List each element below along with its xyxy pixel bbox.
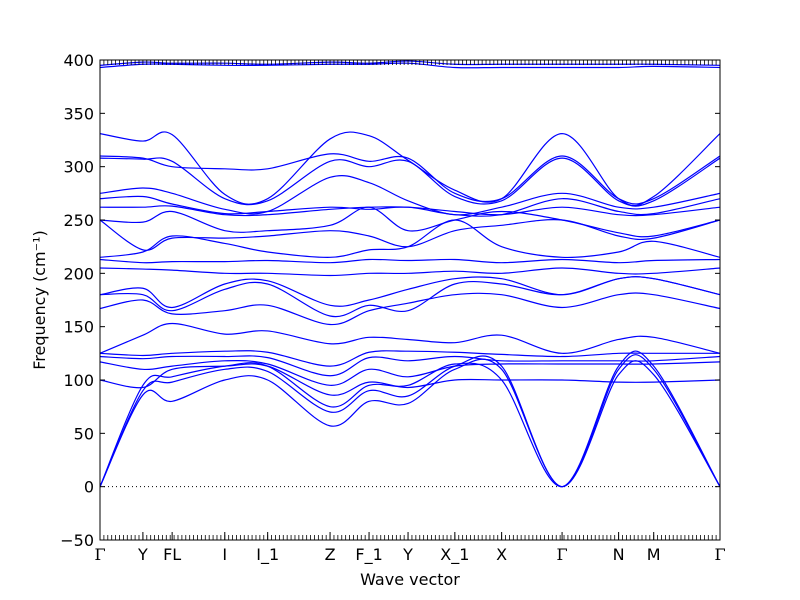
phonon-band-8 — [100, 322, 720, 354]
y-tick-label: 0 — [84, 478, 94, 497]
x-tick-label: Y — [137, 545, 148, 564]
phonon-band-2 — [100, 354, 720, 488]
x-tick-label: X_1 — [440, 545, 469, 565]
phonon-band-14 — [100, 219, 720, 259]
y-tick-label: 200 — [63, 264, 94, 283]
phonon-band-17 — [100, 205, 720, 217]
y-tick-label: 50 — [74, 424, 94, 443]
phonon-band-4 — [100, 363, 720, 396]
y-tick-label: 300 — [63, 158, 94, 177]
phonon-band-18 — [100, 195, 720, 217]
phonon-band-13 — [100, 258, 720, 264]
phonon-band-1 — [100, 358, 720, 488]
x-tick-label: N — [613, 545, 625, 564]
x-tick-label: I_1 — [256, 545, 279, 565]
x-tick-label: M — [647, 545, 661, 564]
x-tick-label: X — [496, 545, 507, 564]
x-tick-label: F_1 — [355, 545, 382, 565]
plot-area — [99, 59, 721, 541]
plot-frame — [99, 59, 721, 541]
y-axis: −50 0 50 100 150 200 250 300 350 400 — [60, 51, 720, 550]
phonon-band-5 — [100, 359, 720, 386]
phonon-band-10 — [100, 276, 720, 318]
x-tick-label: FL — [163, 545, 181, 564]
x-tick-label: Γ — [714, 545, 725, 564]
x-tick-label: I — [222, 545, 227, 564]
y-tick-label: 150 — [63, 318, 94, 337]
y-tick-label: 400 — [63, 51, 94, 70]
phonon-band-15 — [100, 219, 720, 251]
phonon-band-19 — [100, 174, 720, 216]
x-tick-label: Γ — [557, 545, 568, 564]
phonon-band-12 — [100, 267, 720, 277]
x-axis: Γ Y FL I I_1 Z F_1 Y X_1 X Γ N M Γ — [94, 60, 726, 565]
x-tick-label: Z — [325, 545, 336, 564]
phonon-band-6 — [100, 355, 720, 377]
x-tick-label: Y — [402, 545, 413, 564]
phonon-band-11 — [100, 276, 720, 309]
phonon-band-3 — [100, 350, 720, 488]
y-tick-label: 350 — [63, 104, 94, 123]
phonon-band-20 — [100, 157, 720, 207]
phonon-band-9 — [100, 292, 720, 326]
x-axis-title: Wave vector — [360, 570, 460, 589]
phonon-band-16 — [100, 206, 720, 238]
phonon-band-7 — [100, 350, 720, 367]
x-tick-label: Γ — [94, 545, 105, 564]
phonon-band-22 — [100, 131, 720, 207]
y-tick-label: 250 — [63, 211, 94, 230]
y-tick-label: −50 — [60, 531, 94, 550]
y-axis-title: Frequency (cm⁻¹) — [30, 230, 49, 369]
y-tick-label: 100 — [63, 371, 94, 390]
phonon-band-23 — [100, 62, 720, 69]
